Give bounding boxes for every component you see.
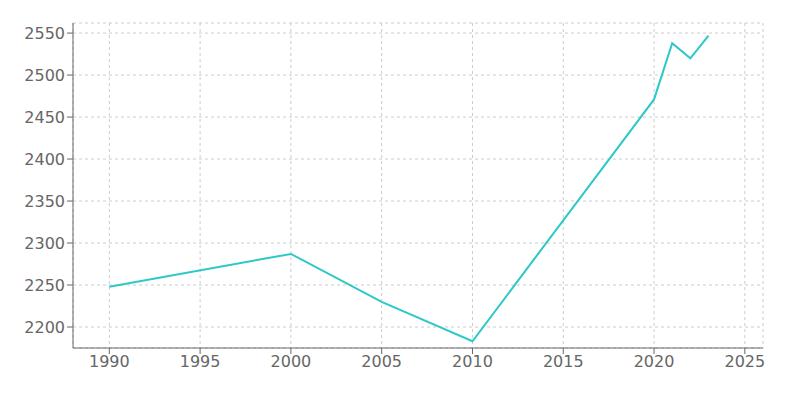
svg-text:2300: 2300: [24, 234, 65, 253]
svg-text:2005: 2005: [361, 352, 402, 371]
svg-text:2500: 2500: [24, 66, 65, 85]
svg-text:1990: 1990: [89, 352, 130, 371]
svg-text:2200: 2200: [24, 318, 65, 337]
svg-text:2025: 2025: [724, 352, 765, 371]
svg-text:2350: 2350: [24, 192, 65, 211]
svg-text:1995: 1995: [180, 352, 221, 371]
svg-text:2450: 2450: [24, 108, 65, 127]
svg-text:2550: 2550: [24, 24, 65, 43]
svg-text:2000: 2000: [271, 352, 312, 371]
svg-text:2400: 2400: [24, 150, 65, 169]
svg-text:2010: 2010: [452, 352, 493, 371]
svg-text:2250: 2250: [24, 276, 65, 295]
svg-text:2015: 2015: [543, 352, 584, 371]
svg-text:2020: 2020: [634, 352, 675, 371]
